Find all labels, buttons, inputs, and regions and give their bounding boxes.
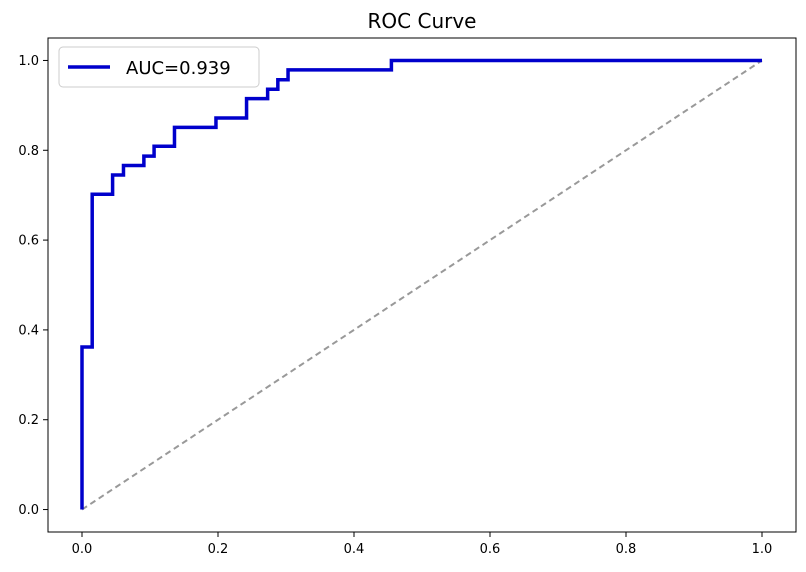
legend-label: AUC=0.939 <box>126 58 231 79</box>
y-tick-label: 0.8 <box>18 144 39 159</box>
chart-title: ROC Curve <box>368 9 477 33</box>
y-axis: 0.0 0.2 0.4 0.6 0.8 1.0 <box>18 54 48 518</box>
plot-frame <box>47 37 797 533</box>
x-tick-label: 1.0 <box>752 542 773 557</box>
legend-box <box>58 46 260 88</box>
x-tick-label: 0.0 <box>72 542 93 557</box>
y-tick-label: 0.2 <box>18 413 39 428</box>
roc-curve-line <box>80 58 762 510</box>
y-tick-label: 0.6 <box>18 234 39 249</box>
y-tick-label: 0.4 <box>18 323 39 338</box>
x-tick-label: 0.4 <box>344 542 365 557</box>
x-axis: 0.0 0.2 0.4 0.6 0.8 1.0 <box>72 532 773 557</box>
x-tick-label: 0.8 <box>616 542 637 557</box>
legend: AUC=0.939 <box>58 46 260 88</box>
reference-diagonal-line <box>81 59 763 511</box>
plot-area <box>80 58 763 511</box>
y-tick-label: 1.0 <box>18 54 39 69</box>
y-tick-label: 0.0 <box>18 503 39 518</box>
x-tick-label: 0.6 <box>480 542 501 557</box>
x-tick-label: 0.2 <box>208 542 229 557</box>
